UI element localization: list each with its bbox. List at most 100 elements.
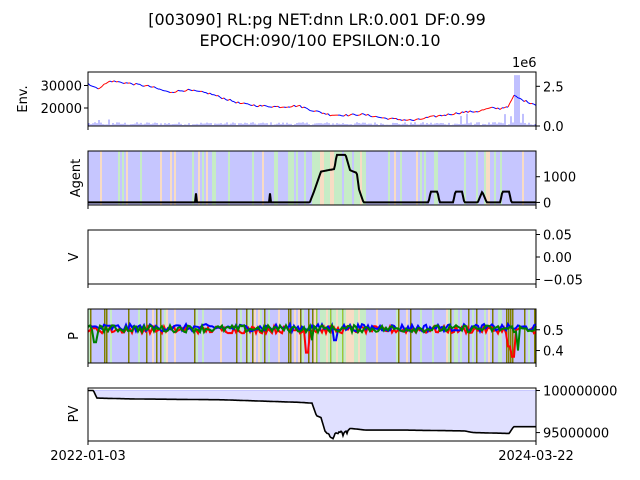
action-band (380, 309, 382, 363)
action-band (460, 151, 462, 205)
action-stripe (290, 309, 292, 363)
action-band (326, 309, 328, 363)
action-band (276, 309, 278, 363)
action-band (348, 151, 350, 205)
price-segment (237, 101, 241, 104)
action-band (496, 151, 498, 205)
action-band (248, 151, 250, 205)
price-segment (339, 114, 343, 117)
action-band (258, 309, 260, 363)
action-band (174, 309, 176, 363)
price-segment (325, 113, 329, 115)
action-band (478, 151, 480, 205)
action-band (240, 151, 242, 205)
agent-panel: 0 1000 Agent (69, 150, 576, 211)
action-band (380, 151, 382, 205)
action-band (180, 151, 182, 205)
action-band (508, 151, 510, 205)
price-segment (369, 115, 373, 118)
action-band (136, 309, 138, 363)
action-band (388, 151, 390, 205)
price-segment (113, 80, 117, 83)
action-band (504, 151, 506, 205)
agent-holdings-line (88, 153, 536, 204)
action-band (284, 309, 286, 363)
action-band (488, 151, 490, 205)
price-segment (247, 103, 251, 106)
price-segment (347, 114, 351, 117)
env-left-tick-label: 30000 (41, 80, 82, 95)
action-band (458, 309, 460, 363)
action-band (208, 309, 210, 363)
action-band (470, 309, 472, 363)
price-segment (375, 115, 379, 118)
action-band (296, 151, 298, 205)
price-segment (95, 87, 99, 90)
action-band (306, 309, 308, 363)
action-band (98, 151, 100, 205)
action-band (376, 309, 378, 363)
action-band (190, 309, 192, 363)
action-band (368, 151, 370, 205)
price-segment (265, 105, 269, 108)
action-band (278, 309, 280, 363)
action-band (314, 151, 316, 205)
action-band (454, 151, 456, 205)
action-band (112, 309, 114, 363)
action-band (220, 151, 222, 205)
action-band (332, 151, 334, 205)
price-segment (243, 102, 247, 105)
action-band (158, 151, 160, 205)
x-start-date-label: 2022-01-03 (50, 449, 126, 464)
action-stripe (524, 309, 526, 363)
action-band (448, 151, 450, 205)
price-segment (271, 105, 275, 108)
price-segment (189, 89, 193, 92)
action-band (366, 309, 368, 363)
action-band (390, 309, 392, 363)
action-band (428, 309, 430, 363)
price-segment (495, 107, 499, 110)
action-band (426, 151, 428, 205)
action-stripe (450, 309, 452, 363)
action-band (328, 151, 330, 205)
action-band (354, 309, 356, 363)
action-band (338, 151, 340, 205)
action-band (398, 151, 400, 205)
action-band (440, 151, 442, 205)
action-band (512, 151, 514, 205)
action-band (428, 151, 430, 205)
portfolio-ylabel: PV (67, 406, 82, 423)
action-stripe (288, 309, 290, 363)
action-band (386, 151, 388, 205)
action-band (180, 309, 182, 363)
action-band (426, 309, 428, 363)
action-band (324, 151, 326, 205)
action-band (496, 309, 498, 363)
figure-title-line1: [003090] RL:pg NET:dnn LR:0.001 DF:0.99 (148, 10, 486, 29)
action-band (272, 309, 274, 363)
action-band (268, 309, 270, 363)
action-band (460, 309, 462, 363)
price-segment (455, 112, 459, 115)
action-band (100, 309, 102, 363)
action-band (374, 309, 376, 363)
price-segment (401, 119, 405, 121)
action-band (412, 151, 414, 205)
action-band (408, 309, 410, 363)
price-segment (235, 101, 239, 104)
value-panel: 0.05 0.00 −0.05 V (67, 229, 583, 289)
action-band (422, 309, 424, 363)
action-stripe (236, 309, 238, 363)
price-segment (187, 88, 191, 91)
action-band (340, 151, 342, 205)
portfolio-value-area (88, 389, 536, 440)
action-band (130, 309, 132, 363)
action-band (142, 309, 144, 363)
action-band (352, 309, 354, 363)
action-band (370, 151, 372, 205)
action-band (430, 309, 432, 363)
price-segment (483, 108, 487, 111)
action-band (322, 309, 324, 363)
action-band (122, 151, 124, 205)
